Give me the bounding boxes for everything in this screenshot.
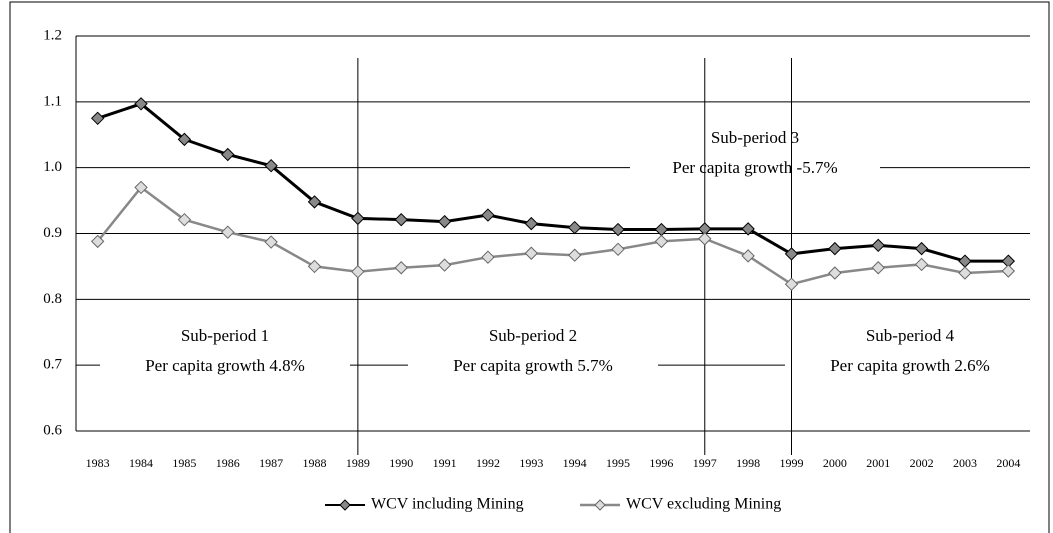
x-tick-label: 2001	[866, 456, 890, 470]
legend-marker	[594, 499, 606, 511]
annotation-box	[408, 319, 658, 371]
point-marker	[611, 222, 625, 237]
chart-frame	[9, 1, 1050, 533]
y-tick-label: 1.1	[43, 93, 62, 109]
y-tick-label: 0.7	[43, 357, 62, 373]
point-marker	[611, 242, 625, 257]
point-marker	[698, 232, 712, 246]
y-tick-label: 0.8	[43, 291, 62, 307]
y-tick-label: 1.0	[43, 159, 62, 175]
legend-label: WCV including Mining	[371, 496, 524, 513]
point-marker	[784, 247, 799, 261]
x-tick-label: 1991	[433, 456, 457, 470]
series-line	[97, 102, 1009, 263]
point-marker	[958, 266, 972, 280]
x-tick-label: 1993	[519, 456, 543, 470]
annotation-label: Sub-period 3	[711, 128, 799, 147]
x-tick-label: 2004	[996, 456, 1020, 470]
x-tick-label: 1989	[346, 456, 370, 470]
point-marker	[177, 132, 192, 147]
point-marker	[914, 257, 929, 272]
annotation-box	[630, 121, 880, 173]
x-tick-label: 1992	[476, 456, 500, 470]
x-tick-label: 1990	[389, 456, 413, 470]
point-marker	[394, 261, 408, 275]
x-tick-label: 1995	[606, 456, 630, 470]
legend-label: WCV excluding Mining	[626, 496, 781, 513]
x-tick-label: 1987	[259, 456, 283, 470]
point-marker	[134, 180, 148, 195]
point-marker	[958, 254, 972, 268]
point-marker	[481, 208, 495, 222]
point-marker	[264, 235, 278, 249]
point-marker	[264, 158, 278, 173]
point-marker	[871, 261, 885, 275]
annotation-box	[785, 319, 1035, 371]
point-marker	[351, 211, 365, 226]
x-tick-label: 2002	[910, 456, 934, 470]
annotation-text: Per capita growth 2.6%	[830, 356, 990, 375]
point-marker	[567, 248, 582, 262]
point-marker	[437, 214, 452, 229]
point-marker	[914, 241, 929, 256]
x-tick-label: 1986	[216, 456, 240, 470]
point-marker	[394, 212, 408, 227]
point-marker	[871, 238, 885, 253]
annotation-text: Per capita growth -5.7%	[672, 158, 837, 177]
x-tick-label: 1988	[303, 456, 327, 470]
point-marker	[134, 97, 148, 111]
y-tick-label: 0.9	[43, 225, 62, 241]
annotation-box	[100, 319, 350, 371]
point-marker	[437, 258, 452, 272]
point-marker	[307, 259, 322, 274]
point-marker	[90, 234, 105, 249]
point-marker	[741, 222, 755, 236]
point-marker	[221, 225, 235, 239]
point-marker	[784, 277, 799, 291]
x-tick-label: 1999	[780, 456, 804, 470]
x-tick-label: 2000	[823, 456, 847, 470]
series-line	[96, 185, 1009, 286]
annotation-label: Sub-period 4	[866, 326, 955, 345]
y-tick-label: 1.2	[43, 27, 62, 43]
x-tick-label: 1996	[649, 456, 673, 470]
point-marker	[828, 266, 842, 280]
x-tick-label: 1997	[693, 456, 717, 470]
legend-marker	[339, 499, 351, 511]
point-marker	[351, 264, 365, 279]
annotation-text: Per capita growth 5.7%	[453, 356, 613, 375]
point-marker	[567, 220, 582, 235]
x-tick-label: 1998	[736, 456, 760, 470]
point-marker	[524, 216, 539, 231]
annotation-label: Sub-period 1	[181, 326, 269, 345]
point-marker	[524, 246, 539, 260]
point-marker	[741, 249, 755, 263]
x-tick-label: 2003	[953, 456, 977, 470]
x-tick-label: 1984	[129, 456, 153, 470]
annotation-text: Per capita growth 4.8%	[145, 356, 305, 375]
point-marker	[1001, 264, 1016, 278]
point-marker	[221, 147, 235, 162]
point-marker	[90, 111, 105, 125]
x-tick-label: 1983	[86, 456, 110, 470]
point-marker	[828, 241, 842, 256]
x-tick-label: 1994	[563, 456, 587, 470]
y-tick-label: 0.6	[43, 422, 62, 438]
point-marker	[177, 212, 192, 227]
x-tick-label: 1985	[172, 456, 196, 470]
point-marker	[307, 195, 322, 209]
point-marker	[654, 234, 669, 249]
annotation-label: Sub-period 2	[489, 326, 577, 345]
point-marker	[481, 250, 495, 264]
